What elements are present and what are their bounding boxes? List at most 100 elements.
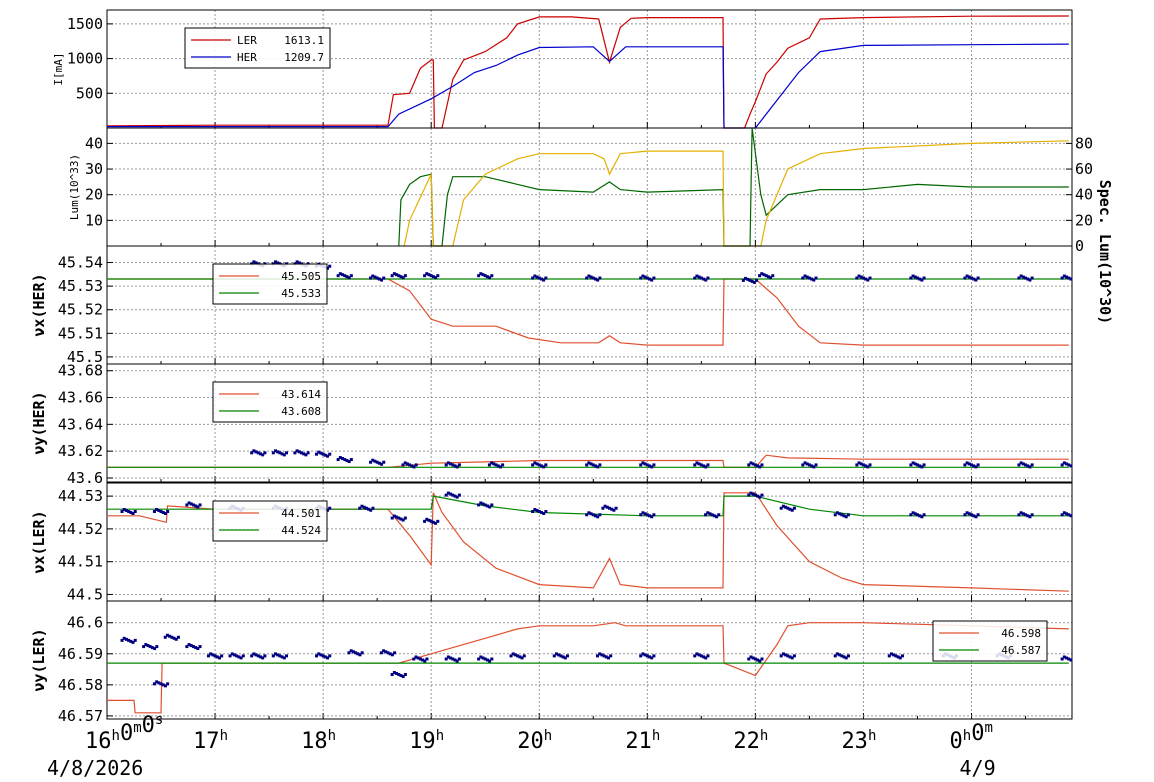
data-point: [241, 654, 245, 658]
data-point: [427, 273, 431, 277]
data-point: [706, 276, 710, 280]
data-point: [444, 463, 448, 467]
data-point: [155, 680, 159, 684]
data-point: [490, 503, 494, 507]
data-point: [807, 276, 811, 280]
data-point: [485, 658, 489, 662]
data-point: [970, 513, 974, 517]
data-point: [168, 634, 172, 638]
data-point: [896, 655, 900, 659]
data-point: [252, 652, 256, 656]
data-point: [643, 512, 647, 516]
data-point: [792, 654, 796, 658]
data-point: [702, 277, 706, 281]
data-point: [1028, 465, 1032, 469]
series-line-measured: [107, 278, 1069, 346]
data-point: [297, 261, 301, 265]
data-point: [918, 464, 922, 468]
data-point: [652, 463, 656, 467]
data-point: [276, 450, 280, 454]
data-point: [911, 461, 915, 465]
data-point: [393, 651, 397, 655]
data-point: [490, 274, 494, 278]
data-point: [648, 464, 652, 468]
data-point: [744, 276, 748, 280]
legend-value: 1613.1: [284, 34, 324, 47]
y-tick-label: 46.57: [58, 707, 103, 725]
data-point: [965, 511, 969, 515]
data-point: [511, 652, 515, 656]
data-point: [913, 275, 917, 279]
data-point: [697, 653, 701, 657]
data-point: [444, 657, 448, 661]
data-point: [751, 656, 755, 660]
data-point: [900, 654, 904, 658]
data-point: [539, 277, 543, 281]
series-line-her: [107, 43, 1069, 129]
data-point: [129, 639, 133, 643]
data-point: [693, 654, 697, 658]
data-point: [542, 465, 546, 469]
data-point: [436, 274, 440, 278]
y-tick-label: 500: [76, 84, 103, 102]
data-point: [377, 461, 381, 465]
data-point: [1026, 464, 1030, 468]
data-point: [347, 651, 351, 655]
data-point: [191, 503, 195, 507]
data-point: [864, 277, 868, 281]
data-point: [758, 659, 762, 663]
data-point: [1060, 463, 1064, 467]
data-point: [451, 463, 455, 467]
y-right-tick-label: 0: [1075, 237, 1084, 255]
data-point: [369, 460, 373, 464]
data-point: [1062, 655, 1066, 659]
data-point: [395, 672, 399, 676]
y-tick-label: 44.51: [58, 553, 103, 571]
y-tick-label: 40: [85, 134, 103, 152]
data-point: [972, 464, 976, 468]
data-point: [918, 277, 922, 281]
data-point: [600, 653, 604, 657]
data-point: [157, 509, 161, 512]
data-point: [455, 465, 459, 469]
legend-value: 46.598: [1001, 627, 1041, 640]
data-point: [963, 463, 967, 467]
data-point: [165, 633, 169, 637]
data-point: [976, 276, 980, 280]
data-point: [715, 515, 719, 519]
data-point: [369, 508, 373, 512]
data-point: [487, 463, 491, 467]
data-point: [702, 464, 706, 468]
data-point: [276, 261, 280, 265]
data-point: [401, 276, 405, 280]
data-point: [326, 266, 330, 270]
data-point: [814, 463, 818, 467]
data-point: [237, 655, 241, 659]
data-point: [717, 513, 721, 517]
y-axis-label: νx(HER): [30, 273, 48, 336]
y-axis-label-right: Spec. Lum(10^30): [1096, 180, 1114, 325]
data-point: [170, 635, 174, 639]
data-point: [431, 275, 435, 279]
data-point: [449, 492, 453, 496]
data-point: [230, 652, 234, 656]
y-right-tick-label: 60: [1075, 160, 1093, 178]
data-point: [591, 276, 595, 280]
data-point: [1069, 464, 1073, 468]
data-point: [565, 654, 569, 658]
data-point: [321, 452, 325, 456]
data-point: [1021, 275, 1025, 279]
data-point: [295, 260, 299, 264]
data-point: [708, 512, 712, 516]
data-point: [539, 464, 543, 468]
data-point: [373, 275, 377, 279]
data-point: [639, 654, 643, 658]
data-point: [323, 453, 327, 457]
data-point: [909, 463, 913, 467]
data-point: [704, 278, 708, 282]
data-point: [196, 505, 200, 509]
data-point: [453, 658, 457, 662]
data-point: [131, 640, 135, 644]
data-point: [593, 277, 597, 281]
data-point: [191, 645, 195, 649]
